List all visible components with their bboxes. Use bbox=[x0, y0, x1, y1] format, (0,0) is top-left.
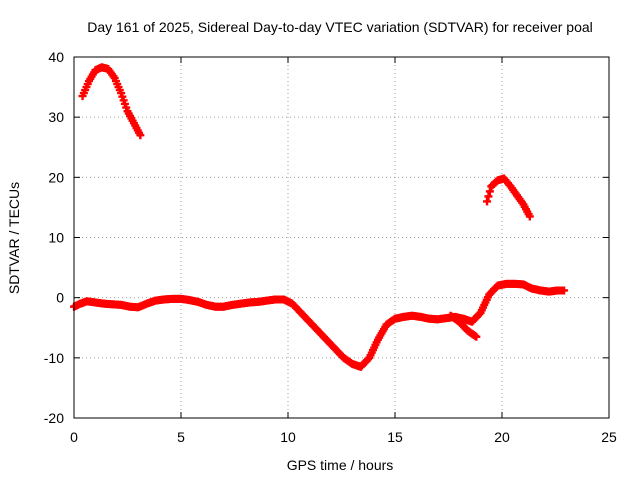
data-point bbox=[484, 192, 493, 201]
x-tick-label: 25 bbox=[601, 429, 617, 445]
series-track-high-arc bbox=[78, 63, 145, 140]
data-point bbox=[485, 187, 494, 196]
data-point bbox=[483, 197, 492, 206]
data-point bbox=[136, 131, 145, 140]
y-axis-label: SDTVAR / TECUs bbox=[6, 182, 22, 294]
data-point bbox=[525, 212, 534, 221]
x-tick-label: 5 bbox=[177, 429, 185, 445]
data-point bbox=[560, 286, 569, 295]
y-tick-label: 30 bbox=[48, 109, 64, 125]
x-tick-label: 0 bbox=[70, 429, 78, 445]
y-axis-ticks: -20 -10 0 10 20 30 40 bbox=[44, 49, 609, 426]
y-tick-label: 0 bbox=[56, 290, 64, 306]
series-track-main bbox=[70, 279, 569, 371]
x-tick-label: 10 bbox=[280, 429, 296, 445]
chart-title: Day 161 of 2025, Sidereal Day-to-day VTE… bbox=[87, 19, 593, 35]
data-series bbox=[70, 63, 569, 371]
data-point bbox=[472, 332, 481, 341]
y-tick-label: 10 bbox=[48, 230, 64, 246]
x-axis-label: GPS time / hours bbox=[287, 457, 394, 473]
x-tick-label: 20 bbox=[494, 429, 510, 445]
series-track-right-arc bbox=[483, 174, 534, 221]
grid-lines bbox=[74, 57, 609, 418]
y-tick-label: 40 bbox=[48, 49, 64, 65]
y-tick-label: 20 bbox=[48, 169, 64, 185]
y-tick-label: -20 bbox=[44, 410, 64, 426]
series-track-dip-branch bbox=[446, 311, 481, 341]
x-tick-label: 15 bbox=[387, 429, 403, 445]
y-tick-label: -10 bbox=[44, 350, 64, 366]
x-axis-ticks: 0 5 10 15 20 25 bbox=[70, 57, 617, 445]
